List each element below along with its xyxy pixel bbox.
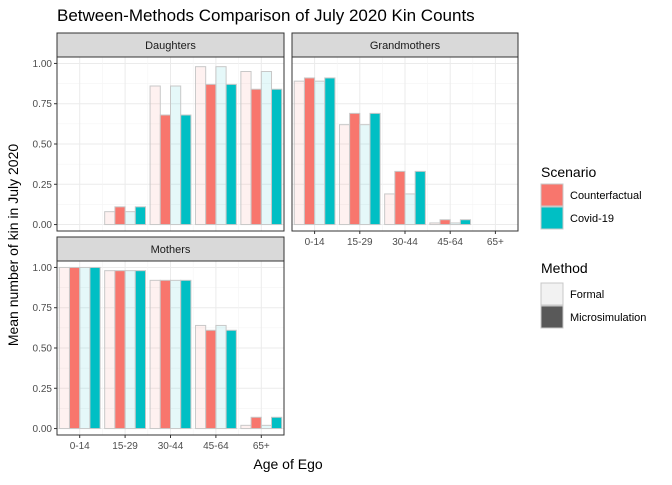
bar-counterfactual-formal-30-44 <box>149 85 161 226</box>
legend-swatch-microsimulation <box>540 305 564 329</box>
bar-counterfactual-microsimulation-15-29 <box>114 206 126 226</box>
bar-counterfactual-microsimulation-30-44 <box>394 170 406 226</box>
bar-counterfactual-microsimulation-15-29 <box>114 270 126 430</box>
legend-label-covid-19: Covid-19 <box>570 213 614 225</box>
x-tick-label: 65+ <box>487 237 504 248</box>
bar-covid-19-formal-15-29 <box>124 211 136 226</box>
bar-counterfactual-formal-65+ <box>240 424 252 430</box>
facet-strip-label: Grandmothers <box>370 40 441 52</box>
facet-strip-label: Daughters <box>145 40 196 52</box>
bar-counterfactual-formal-0-14 <box>58 266 70 430</box>
legend-label-formal: Formal <box>570 289 604 301</box>
bar-counterfactual-formal-0-14 <box>293 80 305 226</box>
legend-swatch-covid-19 <box>540 206 564 230</box>
y-tick-label: 0.00 <box>33 424 53 435</box>
y-tick-label: 0.25 <box>33 384 53 395</box>
legend: Scenario Counterfactual Covid-19 Method Form… <box>540 164 646 329</box>
bar-counterfactual-microsimulation-45-64 <box>205 329 217 430</box>
bar-covid-19-formal-0-14 <box>79 266 91 430</box>
legend-title-method: Method <box>541 260 588 276</box>
bar-covid-19-formal-15-29 <box>359 124 371 226</box>
legend-swatch-formal <box>540 282 564 306</box>
bar-covid-19-microsimulation-65+ <box>271 88 283 226</box>
bar-counterfactual-formal-15-29 <box>104 211 116 226</box>
bar-counterfactual-formal-45-64 <box>429 222 441 226</box>
legend-label-microsimulation: Microsimulation <box>570 312 646 324</box>
x-tick-label: 0-14 <box>70 441 90 452</box>
bar-counterfactual-microsimulation-45-64 <box>439 219 451 226</box>
x-axis-label: Age of Ego <box>253 456 322 472</box>
bar-covid-19-microsimulation-30-44 <box>414 170 426 226</box>
x-tick-label: 15-29 <box>347 237 373 248</box>
bar-counterfactual-formal-15-29 <box>104 270 116 430</box>
bar-covid-19-microsimulation-15-29 <box>134 270 147 430</box>
bar-counterfactual-formal-45-64 <box>194 66 207 226</box>
y-tick-label: 1.00 <box>33 59 53 70</box>
bar-covid-19-formal-0-14 <box>314 80 326 226</box>
bar-covid-19-microsimulation-15-29 <box>369 112 381 226</box>
panel-grandmothers: Grandmothers 0-14 15-29 30-44 45-64 65+ <box>291 32 519 248</box>
legend-swatch-counterfactual <box>540 183 564 207</box>
bar-covid-19-microsimulation-45-64 <box>225 329 237 430</box>
y-tick-label: 0.50 <box>33 344 53 355</box>
x-tick-label: 65+ <box>253 441 270 452</box>
bar-counterfactual-formal-65+ <box>240 71 252 226</box>
chart-title: Between-Methods Comparison of July 2020 … <box>57 6 475 25</box>
y-tick-label: 0.00 <box>33 220 53 231</box>
x-tick-label: 45-64 <box>203 441 229 452</box>
y-axis-label: Mean number of kin in July 2020 <box>5 144 21 347</box>
bar-counterfactual-microsimulation-65+ <box>250 88 262 226</box>
bar-counterfactual-microsimulation-0-14 <box>303 77 316 226</box>
facet-strip <box>291 32 519 58</box>
bar-counterfactual-microsimulation-30-44 <box>159 279 171 430</box>
legend-label-counterfactual: Counterfactual <box>570 190 642 202</box>
bar-covid-19-microsimulation-0-14 <box>89 266 101 430</box>
bar-counterfactual-microsimulation-45-64 <box>205 83 217 226</box>
bar-counterfactual-microsimulation-0-14 <box>68 266 81 430</box>
x-tick-label: 15-29 <box>112 441 138 452</box>
bar-covid-19-microsimulation-15-29 <box>134 206 147 226</box>
y-tick-label: 1.00 <box>33 263 53 274</box>
facet-strip <box>56 236 285 262</box>
bar-covid-19-microsimulation-45-64 <box>225 83 237 226</box>
bar-covid-19-formal-45-64 <box>215 324 227 430</box>
bar-covid-19-formal-30-44 <box>404 193 416 226</box>
bar-counterfactual-microsimulation-65+ <box>250 416 262 430</box>
panel-mothers: Mothers 0.00 0.25 0.50 0.75 1.00 0-14 15-29 30-4… <box>33 236 285 452</box>
panel-daughters: Daughters 0.00 0.25 0.50 0.75 1.00 <box>33 32 285 232</box>
x-tick-label: 0-14 <box>305 237 325 248</box>
facet-strip-label: Mothers <box>151 244 191 256</box>
bar-covid-19-microsimulation-0-14 <box>324 77 336 226</box>
bar-covid-19-microsimulation-30-44 <box>180 114 192 226</box>
x-tick-label: 30-44 <box>392 237 418 248</box>
bar-covid-19-formal-45-64 <box>215 66 227 226</box>
x-tick-label: 30-44 <box>158 441 184 452</box>
facet-panels: Daughters 0.00 0.25 0.50 0.75 1.00 Grandmother… <box>33 32 519 452</box>
bar-covid-19-microsimulation-45-64 <box>459 219 472 226</box>
y-tick-label: 0.75 <box>33 99 53 110</box>
bar-covid-19-formal-30-44 <box>170 279 182 430</box>
x-tick-label: 45-64 <box>437 237 463 248</box>
legend-title-scenario: Scenario <box>541 164 596 180</box>
bar-counterfactual-microsimulation-15-29 <box>349 112 361 226</box>
bar-counterfactual-formal-30-44 <box>384 193 396 226</box>
bar-covid-19-formal-30-44 <box>170 85 182 226</box>
bar-covid-19-formal-65+ <box>260 71 273 226</box>
y-tick-label: 0.75 <box>33 303 53 314</box>
bar-covid-19-formal-45-64 <box>449 222 461 226</box>
bar-counterfactual-formal-30-44 <box>149 279 161 430</box>
bar-covid-19-microsimulation-65+ <box>271 416 283 430</box>
bar-counterfactual-formal-45-64 <box>194 324 207 430</box>
bar-counterfactual-microsimulation-30-44 <box>159 114 171 226</box>
bar-covid-19-formal-15-29 <box>124 270 136 430</box>
y-tick-label: 0.25 <box>33 180 53 191</box>
y-tick-label: 0.50 <box>33 140 53 151</box>
bar-covid-19-formal-65+ <box>260 424 273 430</box>
bar-covid-19-microsimulation-30-44 <box>180 279 192 430</box>
bar-counterfactual-formal-15-29 <box>338 124 351 226</box>
facet-strip <box>56 32 285 58</box>
